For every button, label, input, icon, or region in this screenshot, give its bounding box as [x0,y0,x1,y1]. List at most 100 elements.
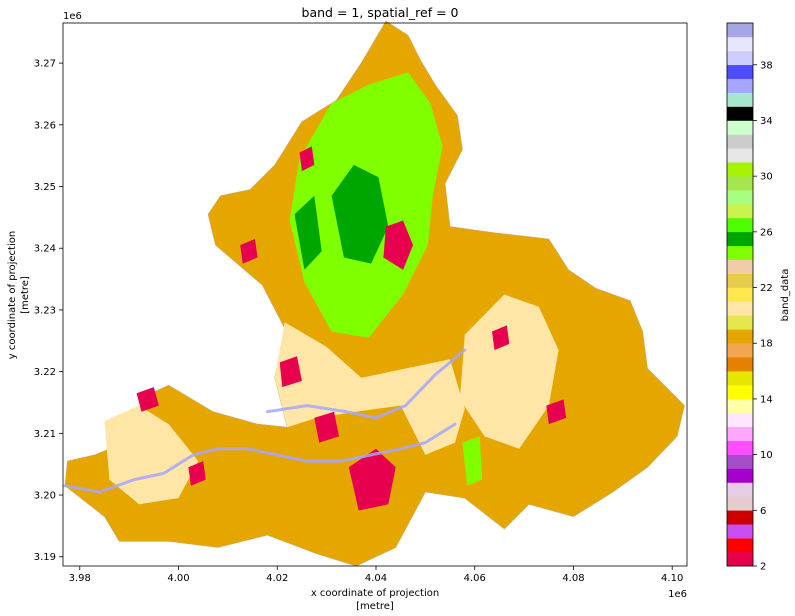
colorbar-tick-label: 10 [760,450,773,461]
colorbar-tick-label: 6 [760,506,766,517]
y-tick-label: 3.27 [34,59,56,70]
region-east-plain [459,294,559,449]
x-axis: 3.98 4.00 4.02 4.04 4.06 4.08 4.10 [69,566,683,584]
y-tick-label: 3.26 [34,120,56,131]
region-town-2 [348,448,396,511]
colorbar-band [727,106,753,121]
y-tick-label: 3.21 [34,429,56,440]
colorbar-band [727,426,753,441]
region-urban-plain [274,322,465,455]
region-forest-dense [331,164,389,264]
colorbar-band [727,482,753,497]
y-axis: 3.19 3.20 3.21 3.22 3.23 3.24 3.25 3.26 3.27 [34,59,63,563]
x-axis-label: x coordinate of projection [311,588,439,599]
colorbar-band [727,468,753,483]
colorbar-band [727,23,753,38]
colorbar-band [727,231,753,247]
y-tick-label: 3.22 [34,367,56,378]
colorbar-label: band_data [780,269,791,322]
colorbar-band [727,259,753,274]
colorbar-band [727,301,753,316]
region-town-8 [492,325,510,350]
x-tick-label: 4.08 [562,573,584,584]
y-axis-unit: [metre] [20,276,31,314]
region-town-4 [299,146,315,172]
plot-area [62,20,688,567]
y-tick-label: 3.25 [34,182,56,193]
colorbar-tick-label: 30 [760,172,773,183]
y-tick-label: 3.23 [34,305,56,316]
region-town-6 [136,387,159,412]
colorbar-band [727,273,753,288]
colorbar-tick-label: 18 [760,339,773,350]
region-town-1 [383,220,413,270]
colorbar-band [727,510,753,525]
x-offset-label: 1e6 [668,589,687,600]
colorbar-tick-label: 38 [760,60,773,71]
region-town-3 [279,356,302,388]
region-town-5 [240,239,258,264]
main-river [63,422,457,494]
colorbar-band [727,357,753,372]
colorbar-band [727,134,753,149]
colorbar-band [727,538,753,553]
colorbar-band [727,78,753,93]
colorbar-band [727,204,753,219]
y-offset-label: 1e6 [63,11,82,22]
colorbar-band [727,162,753,177]
y-axis-label: y coordinate of projection [7,231,18,359]
colorbar-band [727,92,753,107]
y-tick-label: 3.19 [34,552,56,563]
colorbar-band [727,524,753,539]
x-tick-label: 4.00 [167,573,189,584]
region-forest-south [462,436,483,486]
x-tick-label: 4.10 [661,573,683,584]
land-cover-regions [64,20,685,567]
rivers [63,348,467,494]
colorbar-bands [727,23,753,567]
colorbar-band [727,190,753,205]
colorbar-band [727,412,753,428]
plot-frame [62,22,688,567]
colorbar-band [727,398,753,414]
colorbar-band [727,496,753,511]
colorbar-band [727,287,753,302]
colorbar-band [727,36,753,52]
north-river [265,348,467,420]
region-town-9 [314,411,339,443]
colorbar-band [727,454,753,469]
y-tick-label: 3.24 [34,244,56,255]
colorbar-band [727,385,753,400]
chart-title: band = 1, spatial_ref = 0 [302,5,459,20]
colorbar-band [727,148,753,163]
x-tick-label: 3.98 [69,573,91,584]
colorbar-tick-label: 22 [760,283,773,294]
colorbar-band [727,217,753,233]
colorbar-band [727,315,753,330]
colorbar-band [727,371,753,386]
x-tick-label: 4.06 [464,573,486,584]
colorbar-band [727,343,753,358]
colorbar-band [727,440,753,455]
x-tick-label: 4.04 [365,573,387,584]
colorbar-band [727,176,753,191]
region-town-7 [546,399,567,425]
region-town-10 [188,461,206,486]
x-axis-unit: [metre] [356,601,394,612]
region-south-west-plain [104,405,199,505]
y-tick-label: 3.20 [34,491,56,502]
colorbar-tick-label: 34 [760,116,773,127]
colorbar-band [727,552,753,567]
colorbar-band [727,245,753,260]
colorbar-tick-label: 14 [760,394,773,405]
colorbar-frame [726,22,754,567]
colorbar-tick-label: 2 [760,562,766,573]
colorbar-band [727,50,753,66]
colorbar-band [727,120,753,135]
colorbar-band [727,64,753,79]
colorbar-band [727,329,753,344]
region-forest-strip [294,195,322,270]
